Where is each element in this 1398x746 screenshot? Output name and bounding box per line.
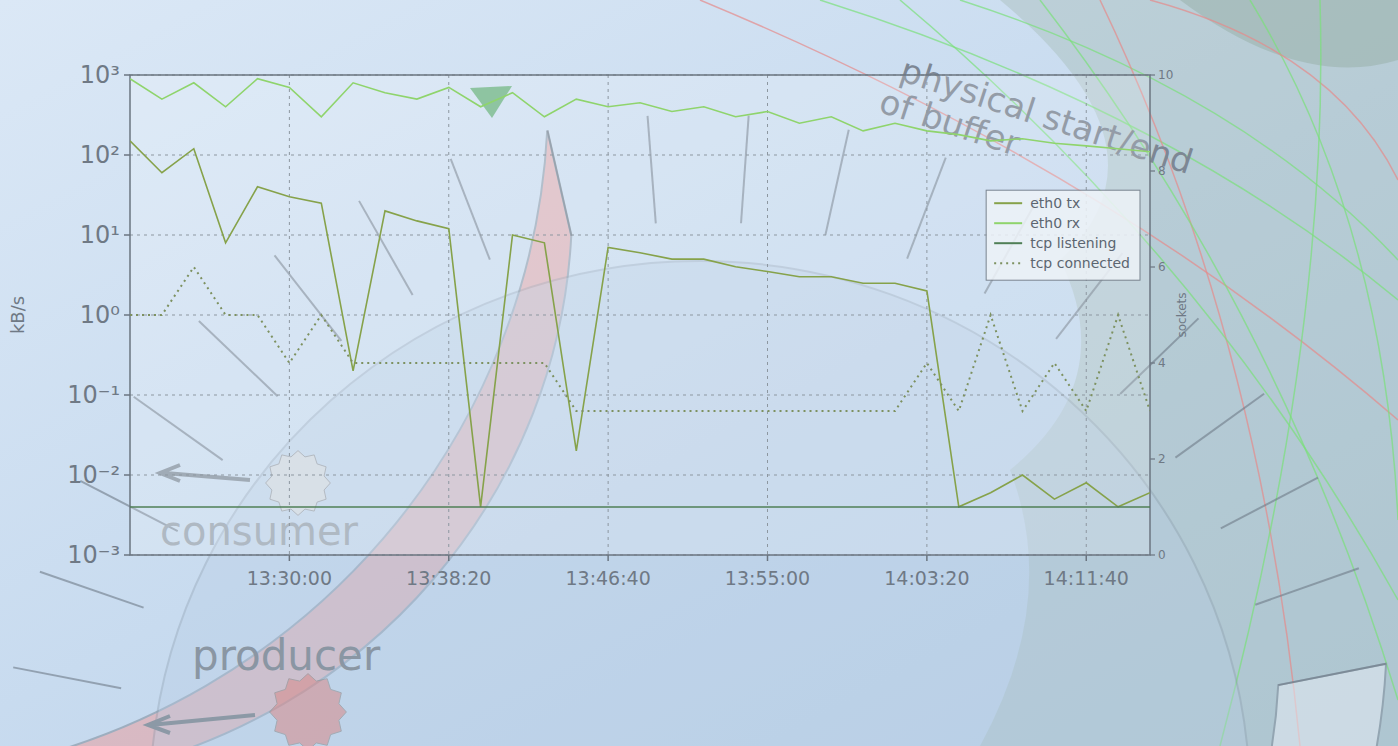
grid-line bbox=[130, 395, 1150, 396]
background bbox=[0, 0, 1398, 746]
grid-line bbox=[289, 75, 290, 555]
buffer-slot bbox=[1255, 568, 1359, 604]
series-group bbox=[130, 79, 1150, 507]
legend-swatch bbox=[994, 222, 1022, 224]
tick bbox=[124, 154, 130, 156]
series-line bbox=[130, 141, 1150, 507]
tick-label: 10 bbox=[1158, 68, 1173, 82]
axis-title: kB/s bbox=[7, 296, 28, 334]
tick-label: 14:03:20 bbox=[884, 567, 969, 589]
legend-label: tcp listening bbox=[1030, 235, 1116, 251]
tick-label: 6 bbox=[1158, 260, 1166, 274]
buffer-slot bbox=[1278, 664, 1386, 685]
legend: eth0 tx eth0 rx tcp listening tcp connected bbox=[986, 190, 1140, 280]
tick-label: 13:55:00 bbox=[725, 567, 810, 589]
tick-label: 13:30:00 bbox=[247, 567, 332, 589]
grid-line bbox=[130, 475, 1150, 476]
tick-label: 8 bbox=[1158, 164, 1166, 178]
buffer-slot bbox=[1221, 478, 1318, 529]
buffer-slot bbox=[13, 667, 121, 688]
tick bbox=[124, 74, 130, 76]
tick-label: 4 bbox=[1158, 356, 1166, 370]
series-line bbox=[130, 267, 1150, 411]
series-line bbox=[130, 506, 1150, 508]
tick-label: 2 bbox=[1158, 452, 1166, 466]
grid-line bbox=[608, 75, 609, 555]
tick bbox=[124, 314, 130, 316]
tick-label: 0 bbox=[1158, 548, 1166, 562]
buffer-slot bbox=[1175, 394, 1264, 458]
grid-line bbox=[448, 75, 449, 555]
legend-label: tcp connected bbox=[1030, 255, 1130, 271]
grid-line bbox=[926, 75, 927, 555]
tick bbox=[289, 555, 291, 561]
canvas: consumerproducerphysical start/endof buf… bbox=[0, 0, 1398, 746]
tick bbox=[124, 234, 130, 236]
tick bbox=[124, 554, 130, 556]
tick-label: 10³ bbox=[80, 61, 120, 89]
legend-swatch bbox=[994, 202, 1022, 204]
legend-swatch bbox=[994, 262, 1022, 264]
plot-frame bbox=[130, 75, 1150, 555]
tick bbox=[448, 555, 450, 561]
tick-label: 10⁻³ bbox=[67, 541, 120, 569]
grid-line bbox=[130, 315, 1150, 316]
legend-swatch bbox=[994, 242, 1022, 244]
legend-label: eth0 rx bbox=[1030, 215, 1080, 231]
tick-label: 13:38:20 bbox=[406, 567, 491, 589]
tick-label: 10⁰ bbox=[80, 301, 120, 329]
tick-label: 13:46:40 bbox=[565, 567, 650, 589]
legend-box bbox=[986, 190, 1140, 280]
tick bbox=[124, 474, 130, 476]
tick-label: 14:11:40 bbox=[1044, 567, 1129, 589]
tick bbox=[767, 555, 769, 561]
arrow bbox=[148, 715, 255, 733]
legend-label: eth0 tx bbox=[1030, 195, 1080, 211]
tick-label: 10⁻² bbox=[67, 461, 120, 489]
grid-line bbox=[767, 75, 768, 555]
axis-title: sockets bbox=[1175, 292, 1189, 337]
tick bbox=[1086, 555, 1088, 561]
tick-label: 10⁻¹ bbox=[67, 381, 120, 409]
tick-label: 10¹ bbox=[80, 221, 120, 249]
series-line bbox=[130, 79, 1150, 152]
grid-line bbox=[130, 155, 1150, 156]
tick bbox=[124, 394, 130, 396]
producer-gear bbox=[270, 674, 347, 746]
tick bbox=[926, 555, 928, 561]
tick bbox=[607, 555, 609, 561]
producer-label: producer bbox=[192, 631, 381, 680]
map-land bbox=[1180, 0, 1398, 68]
plot-area bbox=[130, 75, 1150, 555]
route-line bbox=[1250, 0, 1398, 520]
buffer-slot bbox=[40, 572, 144, 608]
tick-label: 10² bbox=[80, 141, 120, 169]
